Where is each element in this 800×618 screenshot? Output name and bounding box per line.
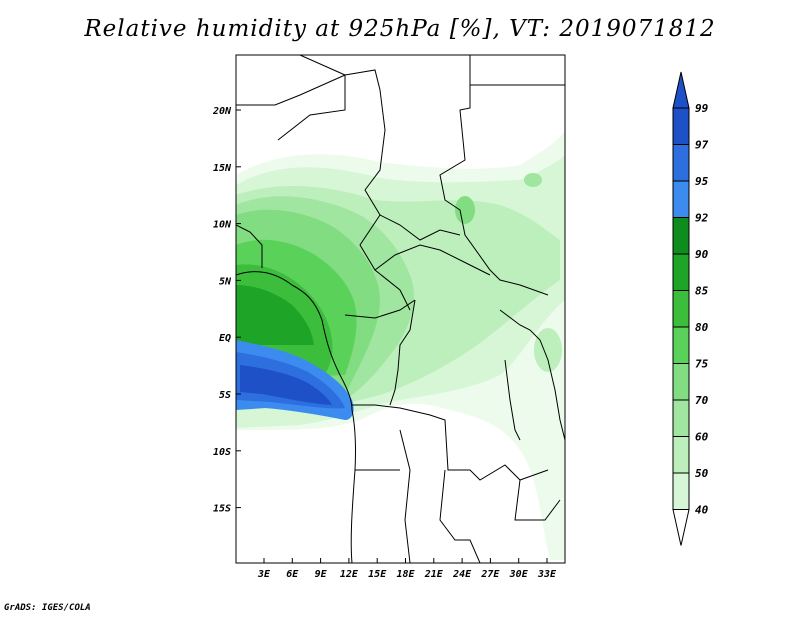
colorbar-label: 90 [695, 248, 709, 261]
lat-tick-label: 10N [213, 220, 232, 231]
colorbar-segment [672, 144, 690, 182]
lon-tick-label: 6E [286, 569, 299, 580]
lon-tick-label: 24E [452, 569, 472, 580]
colorbar-segment [672, 399, 690, 437]
colorbar-label: 97 [695, 139, 709, 152]
lat-tick-label: 5N [219, 276, 232, 287]
colorbar-label: 80 [695, 321, 709, 334]
colorbar-top-arrow [672, 71, 690, 109]
colorbar-label: 75 [695, 358, 709, 371]
map-frame [235, 54, 566, 564]
colorbar-label: 40 [695, 504, 709, 517]
colorbar: 99 97 95 92 90 85 80 75 70 60 50 40 [672, 71, 709, 546]
lat-tick-label: 15N [213, 163, 232, 174]
lat-tick-label: 15S [213, 504, 231, 515]
colorbar-label: 70 [695, 394, 709, 407]
colorbar-segment [672, 253, 690, 291]
colorbar-segment [672, 326, 690, 364]
colorbar-segment [672, 217, 690, 255]
lat-tick-label: EQ [219, 333, 231, 344]
lon-tick-label: 15E [368, 569, 387, 580]
lat-tick-label: 20N [212, 106, 232, 117]
colorbar-label: 85 [695, 285, 709, 298]
colorbar-label: 95 [695, 175, 709, 188]
lat-tick-label: 10S [213, 447, 231, 458]
lat-tick-label: 5S [219, 390, 231, 401]
lon-tick-label: 27E [480, 569, 500, 580]
colorbar-segment [672, 472, 690, 510]
colorbar-segment [672, 180, 690, 218]
credit-label: GrADS: IGES/COLA [4, 603, 91, 613]
colorbar-label: 99 [695, 102, 709, 115]
colorbar-label: 92 [695, 212, 709, 225]
colorbar-bottom-arrow [672, 509, 690, 546]
colorbar-segment [672, 290, 690, 328]
lon-tick-label: 21E [424, 569, 444, 580]
lon-tick-label: 9E [315, 569, 328, 580]
colorbar-label: 60 [695, 431, 709, 444]
lon-tick-label: 12E [340, 569, 359, 580]
longitude-axis: 3E 6E 9E 12E 15E 18E 21E 24E 27E 30E 33E [257, 558, 557, 580]
lon-tick-label: 18E [396, 569, 415, 580]
lon-tick-label: 30E [509, 569, 529, 580]
lon-tick-label: 33E [537, 569, 557, 580]
country-borders [236, 55, 565, 563]
colorbar-segment [672, 436, 690, 474]
colorbar-label: 50 [695, 467, 709, 480]
figure-title: Relative humidity at 925hPa [%], VT: 201… [84, 16, 716, 42]
colorbar-segment [672, 107, 690, 145]
lon-tick-label: 3E [257, 569, 271, 580]
colorbar-segment [672, 363, 690, 401]
latitude-axis: 20N 15N 10N 5N EQ 5S 10S 15S [212, 106, 241, 515]
